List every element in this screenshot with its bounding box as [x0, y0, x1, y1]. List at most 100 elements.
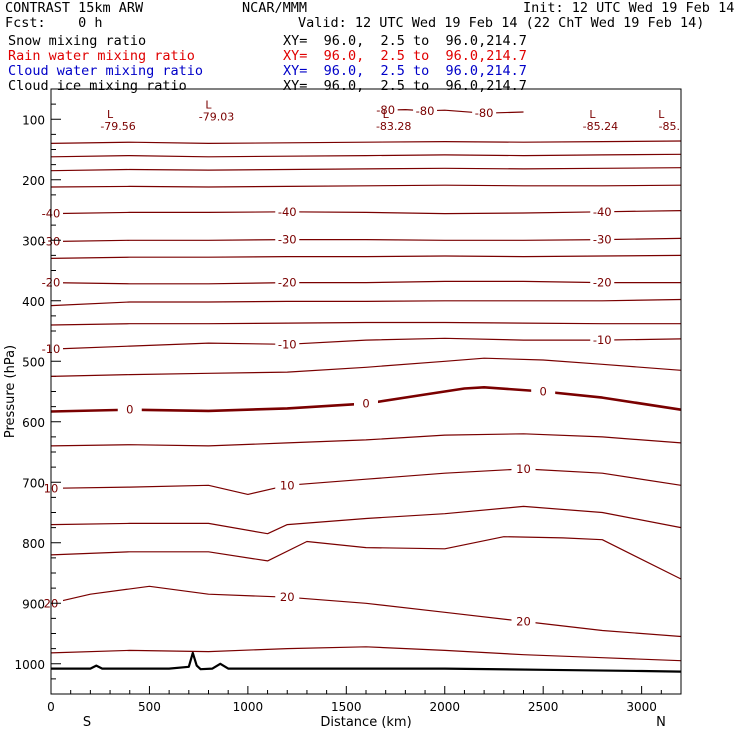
low-center-value: -85.24	[583, 120, 618, 133]
contour-label-bg	[275, 204, 300, 218]
contour-label-bg	[275, 590, 300, 604]
temperature-contours: -80 -80 -80-40 -40 -40-30 -30 -30-20 -20 -20-10-…	[39, 103, 682, 662]
contour-label: 10	[280, 478, 295, 492]
x-axis-title: Distance (km)	[320, 715, 411, 730]
x-tick-label: 2500	[528, 700, 559, 714]
contour-label: -40	[593, 205, 612, 219]
contour-label-bg	[373, 103, 398, 117]
low-center-letter: L	[589, 108, 596, 121]
contour-label-bg	[275, 478, 300, 492]
organization: NCAR/MMM	[242, 0, 308, 16]
y-tick-label: 900	[22, 597, 45, 611]
contour-line	[50, 357, 682, 377]
minor-ticks	[51, 103, 56, 680]
low-center-value: -85.	[659, 120, 680, 133]
low-center-letter: L	[107, 108, 114, 121]
contour-line	[50, 298, 682, 307]
contour-label-bg	[590, 275, 615, 289]
low-center-letter: L	[658, 108, 665, 121]
field-name-cloud-water: Cloud water mixing ratio	[8, 63, 204, 79]
contour-label: -10	[278, 337, 297, 351]
x-tick-label: 0	[47, 700, 55, 714]
x-tick-label: 500	[138, 700, 161, 714]
contour-line	[50, 646, 682, 662]
y-tick-label: 300	[22, 234, 45, 248]
contour-label-bg	[511, 461, 536, 475]
model-title: CONTRAST 15km ARW	[5, 0, 144, 16]
contour-line	[50, 184, 682, 188]
field-name-snow: Snow mixing ratio	[8, 33, 147, 49]
contour-label-bg	[275, 232, 300, 246]
contour-label-bg	[590, 333, 615, 347]
contour-label: -40	[278, 205, 297, 219]
contour-line	[50, 337, 682, 350]
x-start-label: S	[83, 715, 91, 730]
field-xy-snow: XY= 96.0, 2.5 to 96.0,214.7	[283, 33, 527, 49]
contour-line	[50, 254, 682, 259]
contour-label: 0	[540, 385, 547, 399]
y-tick-label: 800	[22, 537, 45, 551]
contour-line	[50, 433, 682, 447]
contour-line	[50, 237, 682, 243]
contour-line	[50, 280, 681, 285]
low-center-letter: L	[205, 98, 212, 111]
contour-line	[50, 210, 682, 215]
contour-line	[50, 536, 682, 580]
field-name-cloud-ice: Cloud ice mixing ratio	[8, 78, 187, 94]
contour-label: -10	[593, 333, 612, 347]
contour-line	[50, 386, 682, 413]
x-tick-label: 1000	[233, 700, 264, 714]
contour-line	[50, 153, 682, 158]
contour-line	[50, 505, 682, 535]
y-tick-label: 700	[22, 476, 45, 490]
contour-label: -20	[278, 276, 297, 290]
contour-label: -80	[376, 103, 395, 117]
contour-label-bg	[275, 337, 300, 351]
contour-line	[50, 140, 682, 144]
y-axis-title: Pressure (hPa)	[3, 345, 18, 438]
init-time: Init: 12 UTC Wed 19 Feb 14	[523, 0, 735, 16]
low-center-value: -79.03	[199, 110, 234, 123]
field-xy-cloud-water: XY= 96.0, 2.5 to 96.0,214.7	[283, 63, 527, 79]
contour-label: -80	[416, 104, 435, 118]
contour-line	[50, 585, 682, 638]
y-tick-label: 400	[22, 295, 45, 309]
x-end-label: N	[656, 715, 666, 730]
y-tick-label: 200	[22, 174, 45, 188]
valid-time: Valid: 12 UTC Wed 19 Feb 14 (22 ChT Wed …	[298, 15, 705, 31]
low-center-value: -83.28	[376, 120, 411, 133]
low-center-letter: L	[383, 108, 390, 121]
field-xy-cloud-ice: XY= 96.0, 2.5 to 96.0,214.7	[283, 78, 527, 94]
y-tick-label: 500	[22, 355, 45, 369]
contour-label: 10	[516, 462, 531, 476]
x-tick-label: 2000	[429, 700, 460, 714]
contour-label: 0	[126, 403, 133, 417]
contour-line	[50, 167, 682, 172]
contour-label: -30	[593, 233, 612, 247]
x-tick-label: 1500	[331, 700, 362, 714]
contour-label: 20	[280, 590, 295, 604]
y-tick-label: 600	[22, 416, 45, 430]
forecast-hour: Fcst: 0 h	[5, 15, 103, 31]
contour-label-bg	[590, 204, 615, 218]
contour-label: -30	[278, 233, 297, 247]
contour-label: 20	[516, 614, 531, 628]
contour-label-bg	[590, 232, 615, 246]
y-tick-label: 100	[22, 113, 45, 127]
contour-label: 0	[362, 397, 369, 411]
low-center-value: -79.56	[100, 120, 135, 133]
x-tick-label: 3000	[626, 700, 657, 714]
terrain-line	[51, 651, 682, 673]
contour-label-bg	[275, 275, 300, 289]
field-name-rain: Rain water mixing ratio	[8, 48, 195, 64]
contour-line	[385, 109, 524, 114]
contour-label-bg	[531, 384, 556, 398]
contour-label-bg	[511, 614, 536, 628]
contour-label-bg	[354, 396, 378, 410]
terrain	[51, 651, 682, 673]
contour-label-bg	[472, 106, 497, 120]
contour-line	[50, 468, 682, 495]
contour-label: -80	[475, 106, 494, 120]
contour-label: -20	[593, 276, 612, 290]
y-tick-label: 1000	[14, 658, 45, 672]
